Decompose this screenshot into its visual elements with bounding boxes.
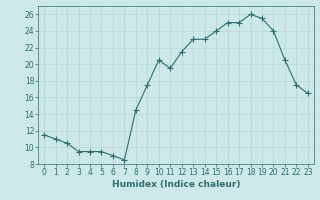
X-axis label: Humidex (Indice chaleur): Humidex (Indice chaleur) [112, 180, 240, 189]
